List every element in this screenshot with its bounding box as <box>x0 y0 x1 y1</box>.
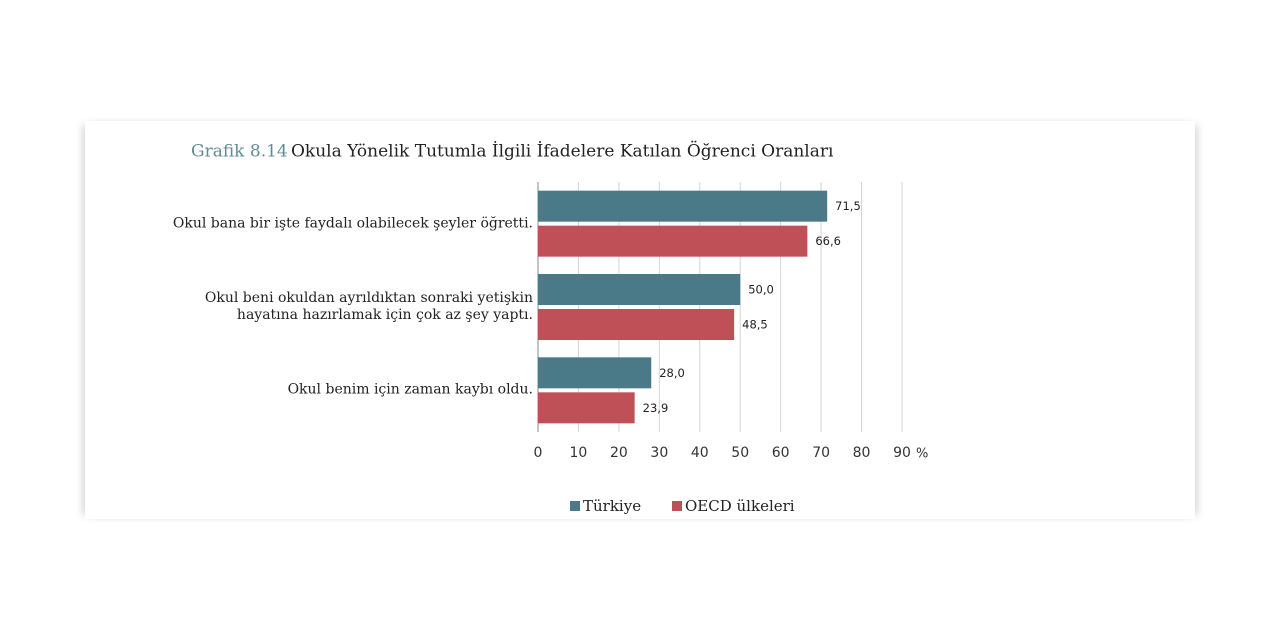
legend-swatch <box>570 501 580 511</box>
x-tick-label: 30 <box>650 445 668 461</box>
bar <box>538 225 808 257</box>
x-tick-label: 70 <box>812 445 830 461</box>
x-tick-label: 90 <box>893 445 911 461</box>
x-tick-label: 50 <box>731 445 749 461</box>
value-label: 48,5 <box>742 318 768 332</box>
value-label: 50,0 <box>748 283 774 297</box>
value-label: 23,9 <box>643 401 669 415</box>
bar <box>538 274 741 305</box>
value-label: 66,6 <box>815 234 841 248</box>
category-label: Okul bana bir işte faydalı olabilecek şe… <box>172 215 533 232</box>
legend-label: OECD ülkeleri <box>685 497 795 515</box>
value-label: 71,5 <box>835 199 861 213</box>
legend-label: Türkiye <box>583 497 641 515</box>
legend-swatch <box>672 501 682 511</box>
category-label: Okul beni okuldan ayrıldıktan sonraki ye… <box>204 290 533 323</box>
value-label: 28,0 <box>659 366 685 380</box>
x-tick-label: 80 <box>853 445 871 461</box>
x-tick-label: 10 <box>570 445 588 461</box>
x-tick-label: 60 <box>772 445 790 461</box>
x-axis-unit: % <box>916 447 928 462</box>
x-tick-label: 40 <box>691 445 709 461</box>
figure-label: Grafik 8.14 <box>191 142 288 162</box>
bar <box>538 309 735 340</box>
bar <box>538 392 635 424</box>
chart-title: Okula Yönelik Tutumla İlgili İfadelere K… <box>291 141 834 162</box>
bar <box>538 357 652 389</box>
x-tick-label: 20 <box>610 445 628 461</box>
bar <box>538 190 828 222</box>
category-label: Okul benim için zaman kaybı oldu. <box>287 381 533 398</box>
x-tick-label: 0 <box>534 445 543 461</box>
